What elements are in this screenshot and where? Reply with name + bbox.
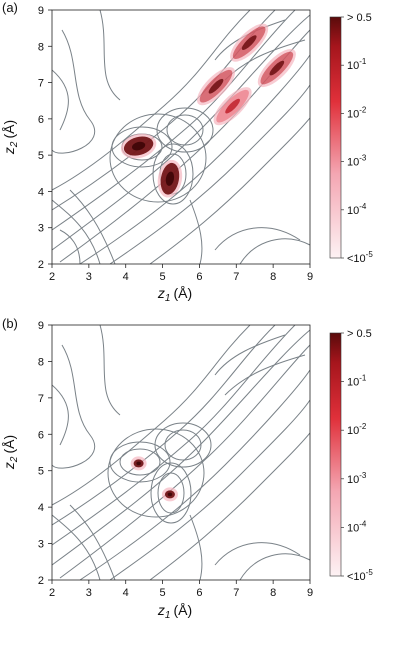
x-tick-label: 8 [270,587,276,599]
x-tick-label: 6 [196,271,202,283]
x-tick-label: 2 [49,271,55,283]
x-tick-label: 9 [307,587,313,599]
colorbar-tick-label: 10-2 [347,422,367,437]
y-tick-label: 4 [38,502,44,514]
y-tick-label: 3 [38,223,44,235]
y-axis-b: 2 3 4 5 6 7 8 9 [38,320,52,587]
y-tick-label: 9 [38,320,44,332]
density-region-core [132,141,146,151]
density-region-core [167,492,173,497]
y-tick-label: 4 [38,186,44,198]
y-tick-label: 8 [38,356,44,368]
colorbar-tick-label: 10-3 [347,471,367,486]
x-tick-label: 7 [233,271,239,283]
x-tick-label: 2 [49,587,55,599]
y-axis-label-b: z2(Å) [1,435,20,470]
density-regions-b [130,456,178,502]
x-tick-label: 6 [196,587,202,599]
density-region-core [269,60,285,76]
x-axis-label-b: z1 (Å) [157,602,192,621]
y-tick-label: 5 [38,466,44,478]
colorbar-tick-label: 10-4 [347,519,367,534]
y-tick-label: 8 [38,41,44,53]
x-tick-label: 4 [123,587,129,599]
y-tick-label: 2 [38,575,44,587]
panel-a: (a) [1,0,373,304]
contour-lines-a [52,10,310,264]
density-region-core [136,461,141,466]
colorbar-tick-label: 10-2 [347,105,367,120]
colorbar-tick-label: <10-5 [347,250,373,265]
y-tick-label: 2 [38,259,44,271]
y-tick-label: 6 [38,114,44,126]
y-tick-label: 7 [38,78,44,90]
colorbar-tick-label: > 0.5 [347,328,372,340]
colorbar-b [329,332,342,577]
colorbar-tick-label: 10-1 [347,374,367,389]
panel-label-a: (a) [2,0,18,15]
density-region-core [165,171,175,186]
y-tick-label: 9 [38,5,44,17]
x-tick-label: 5 [160,587,166,599]
density-region-core [241,35,257,51]
x-tick-label: 3 [86,587,92,599]
colorbar-a [329,16,342,259]
y-axis-label-a: z2(Å) [1,120,20,155]
colorbar-tick-label: 10-4 [347,202,367,217]
colorbar-ticks-b: > 0.5 10-1 10-2 10-3 10-4 <10-5 [341,328,373,583]
plot-frame-b [51,324,311,581]
panel-label-b: (b) [2,316,18,331]
x-tick-label: 9 [307,271,313,283]
y-tick-label: 5 [38,150,44,162]
x-axis-a: 2 3 4 5 6 7 8 9 [49,264,313,283]
y-axis-a: 2 3 4 5 6 7 8 9 [38,5,52,271]
x-tick-label: 7 [233,587,239,599]
panel-b: (b) [1,316,373,621]
x-axis-label-a: z1 (Å) [157,285,192,304]
density-region-core [208,78,224,94]
colorbar-ticks-a: > 0.5 10-1 10-2 10-3 10-4 <10-5 [341,12,373,265]
contour-field-b [52,325,310,580]
density-region-core [225,98,240,114]
plot-frame-a [51,9,311,265]
y-tick-label: 3 [38,539,44,551]
y-tick-label: 6 [38,429,44,441]
colorbar-tick-label: 10-3 [347,154,367,169]
colorbar-tick-label: 10-1 [347,57,367,72]
density-regions-a [120,23,296,198]
x-tick-label: 8 [270,271,276,283]
contour-lines-b [52,325,310,580]
colorbar-tick-label: <10-5 [347,568,373,583]
y-tick-label: 7 [38,393,44,405]
contour-field-a [52,10,310,264]
x-axis-b: 2 3 4 5 6 7 8 9 [49,580,313,599]
x-tick-label: 4 [123,271,129,283]
colorbar-tick-label: > 0.5 [347,12,372,24]
x-tick-label: 3 [86,271,92,283]
x-tick-label: 5 [160,271,166,283]
